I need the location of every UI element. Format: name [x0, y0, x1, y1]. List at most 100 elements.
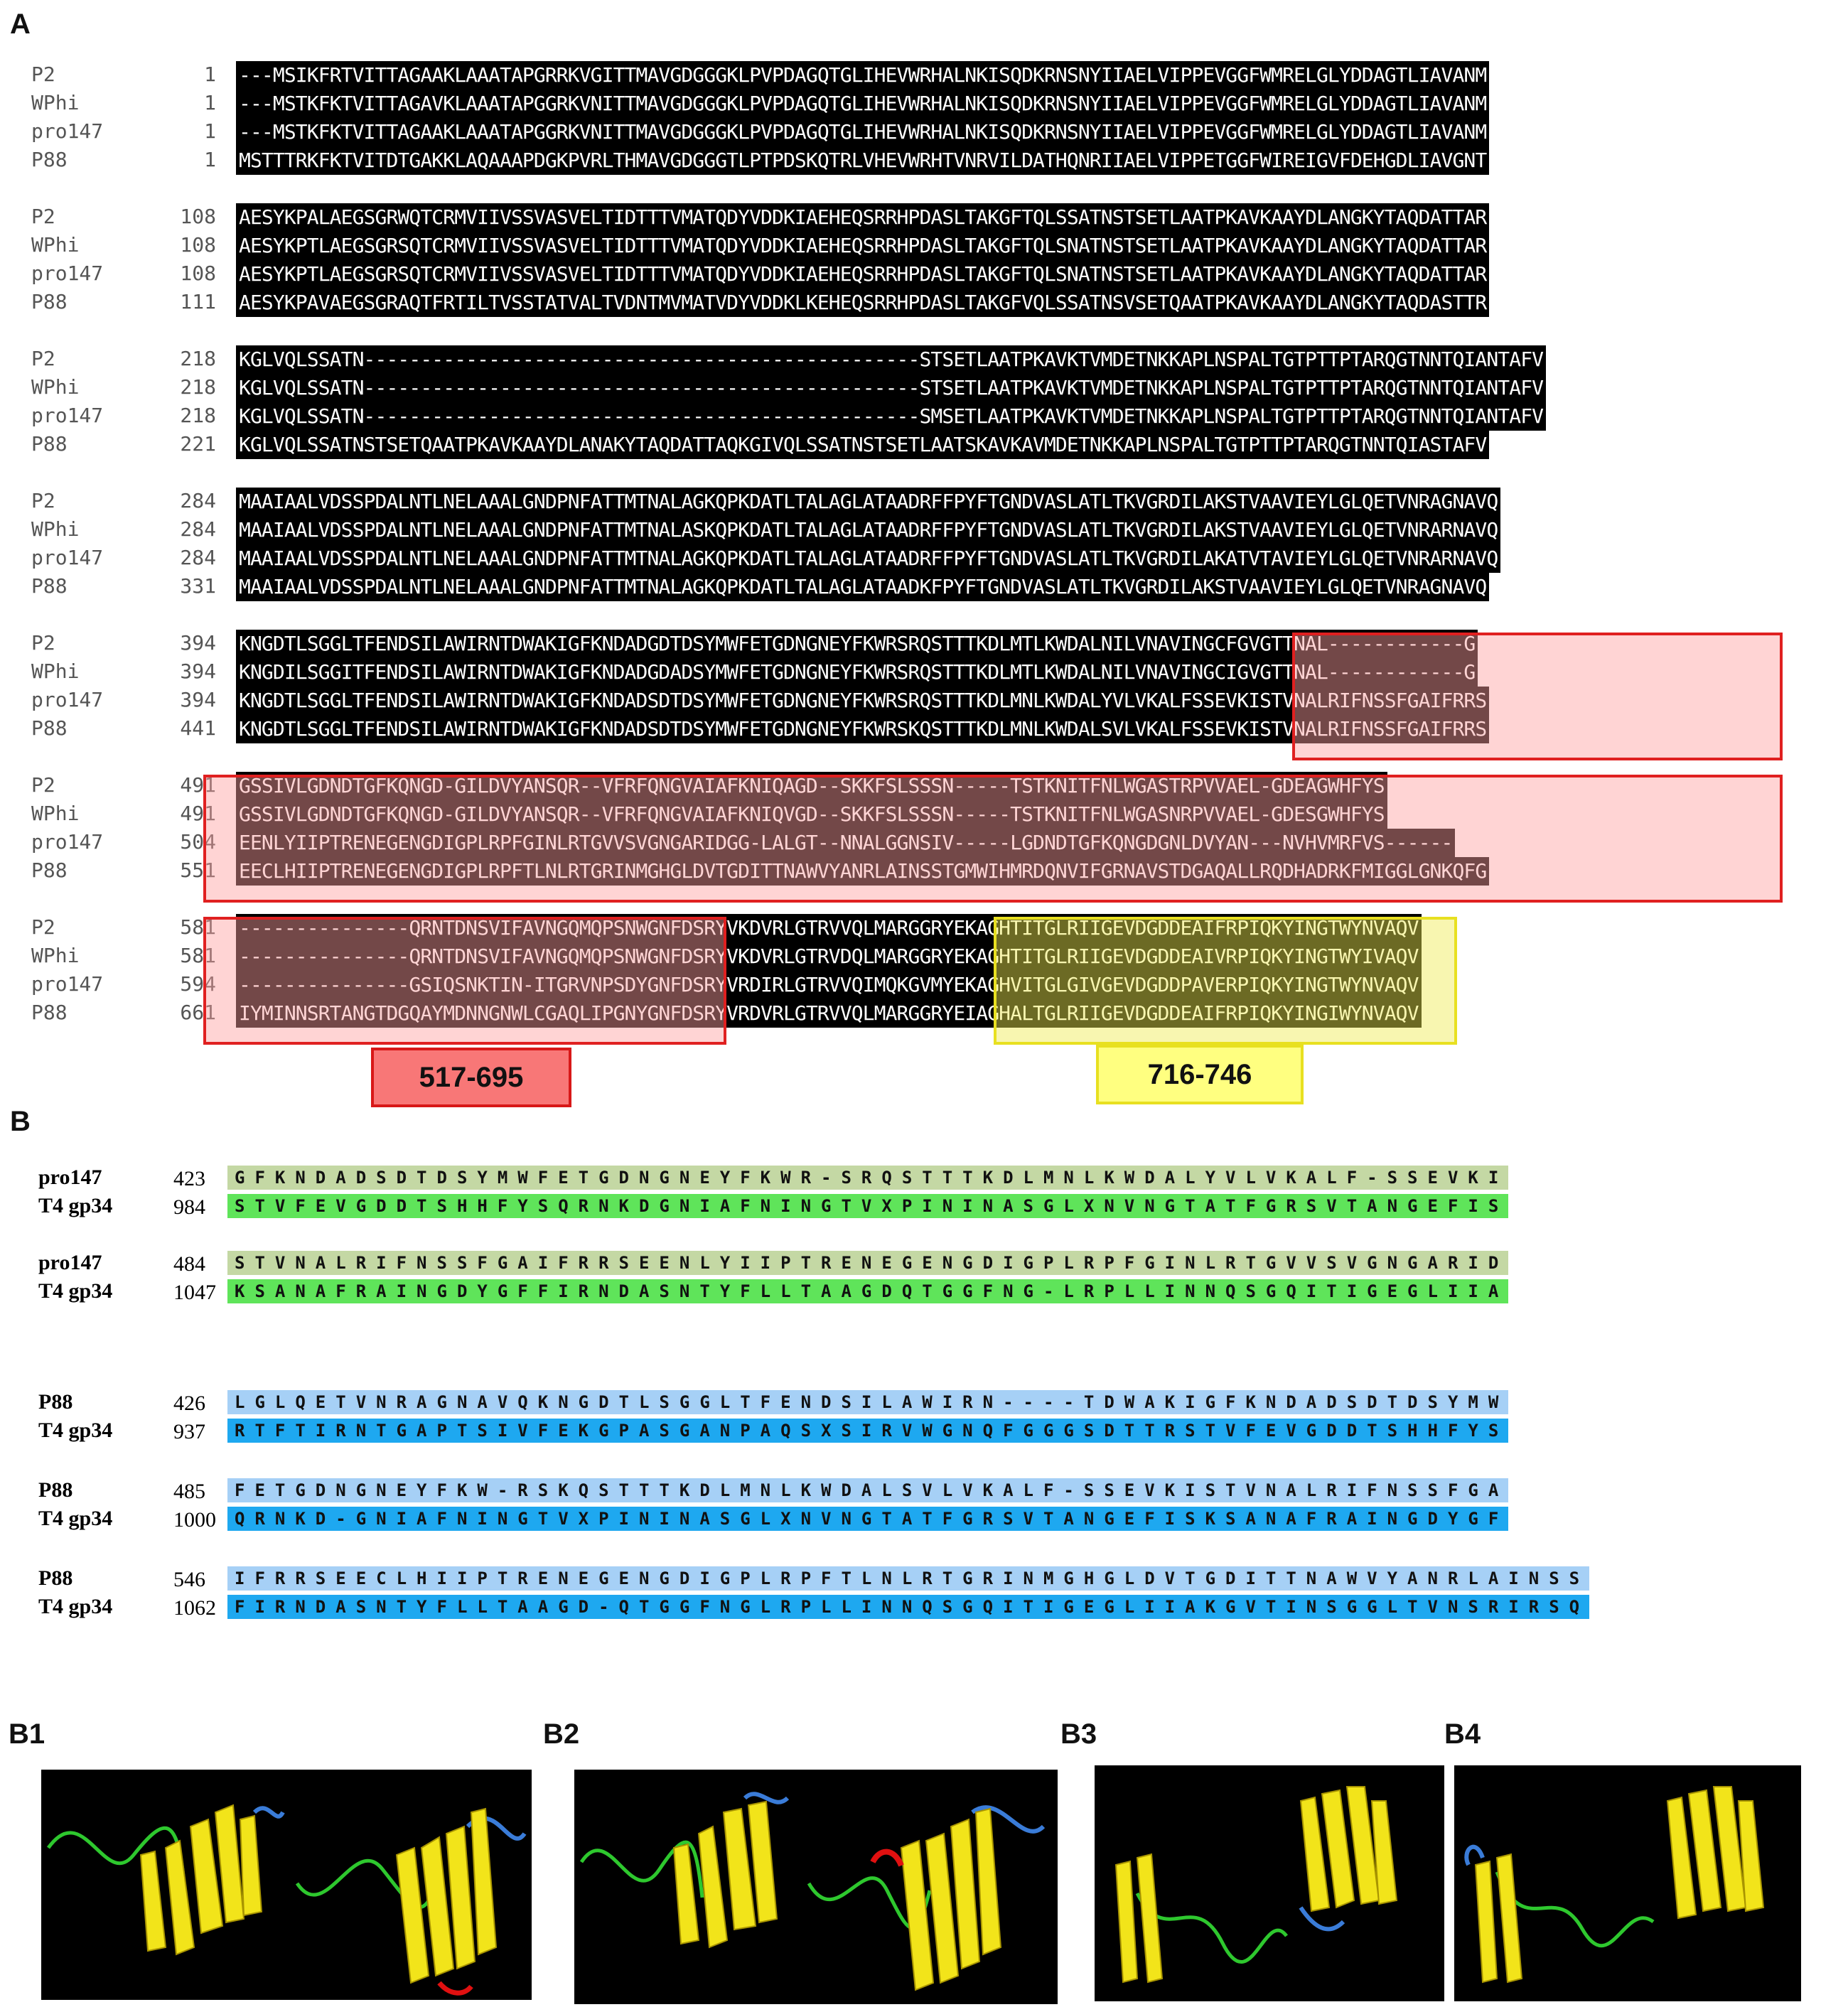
sequence-start: 1 — [204, 119, 216, 143]
sequence-name: P2 — [31, 205, 55, 228]
sequence-start: 504 — [180, 830, 216, 854]
alignment-row: WPhi 218 KGLVQLSSATN----------------------… — [31, 374, 1822, 402]
variable-region-box-1 — [1292, 633, 1783, 760]
sequence-name: WPhi — [31, 91, 80, 114]
sequence-residues: KNGDTLSGGLTFENDSILAWIRNTDWAKIGFKNDADSDTD… — [236, 715, 1490, 743]
sequence-residues: ---MSTKFKTVITTAGAAKLAAATAPGGRKVNITTMAVGD… — [236, 118, 1490, 146]
alignment-row: pro147 504 EENLYIIPTRENEGENGDIGPLRPFGINLRT… — [31, 829, 1822, 857]
sequence-name: P88 — [31, 432, 68, 456]
panel-label-b: B — [10, 1106, 31, 1137]
pairwise-sequence-start: 1000 — [173, 1508, 216, 1532]
pairwise-sequence-name: pro147 — [38, 1166, 102, 1189]
alignment-block: P2 394 KNGDTLSGGLTFENDSILAWIRNTDWAKIGFKNDA… — [31, 630, 1822, 743]
alignment-row: P88 221 KGLVQLSSATNSTSETQAATPKAVKAAYDLANAK… — [31, 431, 1822, 459]
pairwise-sequence-start: 1062 — [173, 1596, 216, 1620]
sequence-name: pro147 — [31, 404, 104, 427]
sequence-name: pro147 — [31, 972, 104, 996]
sequence-name: pro147 — [31, 688, 104, 711]
structure-image-b1 — [41, 1770, 532, 2000]
pairwise-sequence-start: 984 — [173, 1195, 205, 1219]
sequence-start: 394 — [180, 688, 216, 711]
sequence-start: 491 — [180, 802, 216, 825]
sequence-start: 441 — [180, 716, 216, 740]
sequence-name: P88 — [31, 148, 68, 171]
sequence-start: 218 — [180, 404, 216, 427]
sequence-name: P2 — [31, 773, 55, 797]
alignment-row: P88 551 EECLHIIPTRENEGENGDIGPLRPFTLNLRTGRI… — [31, 857, 1822, 886]
sequence-name: P2 — [31, 631, 55, 655]
alignment-row: P88 441 KNGDTLSGGLTFENDSILAWIRNTDWAKIGFKND… — [31, 715, 1822, 743]
sequence-residues: MAAIAALVDSSPDALNTLNELAAALGNDPNFATTMTNALA… — [236, 488, 1501, 516]
pairwise-sequence-name: T4 gp34 — [38, 1194, 113, 1217]
sequence-residues: KGLVQLSSATN-----------------------------… — [236, 402, 1547, 431]
alignment-row: P2 394 KNGDTLSGGLTFENDSILAWIRNTDWAKIGFKNDA… — [31, 630, 1822, 658]
pairwise-sequence-name: pro147 — [38, 1251, 102, 1274]
sequence-start: 108 — [180, 233, 216, 257]
sequence-start: 581 — [180, 944, 216, 967]
sequence-start: 394 — [180, 631, 216, 655]
sequence-residues: MSTTTRKFKTVITDTGAKKLAQAAAPDGKPVRLTHMAVGD… — [236, 146, 1490, 175]
alignment-row: P2 1 ---MSIKFRTVITTAGAAKLAAATAPGRRKVGITTMA… — [31, 61, 1822, 90]
sequence-name: pro147 — [31, 262, 104, 285]
pairwise-sequence-start: 426 — [173, 1392, 205, 1415]
sequence-start: 221 — [180, 432, 216, 456]
region-tag-716-746: 716-746 — [1096, 1045, 1304, 1104]
alignment-row: P2 108 AESYKPALAEGSGRWQTCRMVIIVSSVASVELTID… — [31, 203, 1822, 232]
alignment-row: pro147 218 KGLVQLSSATN--------------------… — [31, 402, 1822, 431]
panel-label-b1: B1 — [9, 1718, 45, 1750]
structure-image-b4 — [1454, 1765, 1801, 2001]
sequence-name: P2 — [31, 63, 55, 86]
ribbon-model-b1 — [46, 1804, 527, 1996]
sequence-name: P88 — [31, 859, 68, 882]
sequence-start: 1 — [204, 63, 216, 86]
sequence-name: pro147 — [31, 830, 104, 854]
sequence-start: 394 — [180, 660, 216, 683]
sequence-name: P88 — [31, 574, 68, 598]
sequence-residues: ---MSIKFRTVITTAGAAKLAAATAPGRRKVGITTMAVGD… — [236, 61, 1490, 90]
region-tag-517-695: 517-695 — [371, 1048, 571, 1107]
sequence-start: 284 — [180, 517, 216, 541]
alignment-row: WPhi 108 AESYKPTLAEGSGRSQTCRMVIIVSSVASVELT… — [31, 232, 1822, 260]
sequence-start: 111 — [180, 290, 216, 313]
pairwise-sequence-start: 484 — [173, 1252, 205, 1276]
pairwise-sequence-residues: FETGDNGNEYFKW-RSKQSTTTKDLMNLKWDALSVLVKAL… — [227, 1478, 1509, 1502]
alignment-block: P2 108 AESYKPALAEGSGRWQTCRMVIIVSSVASVELTID… — [31, 203, 1822, 317]
pairwise-sequence-name: P88 — [38, 1566, 73, 1590]
sequence-name: WPhi — [31, 944, 80, 967]
sequence-residues: AESYKPTLAEGSGRSQTCRMVIIVSSVASVELTIDTTTVM… — [236, 232, 1490, 260]
structure-image-b2 — [574, 1770, 1058, 2004]
alignment-row: WPhi 394 KNGDILSGGITFENDSILAWIRNTDWAKIGFKN… — [31, 658, 1822, 687]
alignment-block: P2 1 ---MSIKFRTVITTAGAAKLAAATAPGRRKVGITTMA… — [31, 61, 1822, 175]
pairwise-sequence-start: 1047 — [173, 1281, 216, 1304]
ribbon-model-b4 — [1464, 1786, 1765, 1984]
sequence-name: WPhi — [31, 802, 80, 825]
panel-label-b4: B4 — [1444, 1718, 1481, 1750]
sequence-residues: AESYKPAVAEGSGRAQTFRTILTVSSTATVALTVDNTMVM… — [236, 289, 1490, 317]
sequence-name: pro147 — [31, 119, 104, 143]
sequence-start: 661 — [180, 1001, 216, 1024]
sequence-start: 594 — [180, 972, 216, 996]
sequence-name: WPhi — [31, 517, 80, 541]
alignment-row: pro147 1 ---MSTKFKTVITTAGAAKLAAATAPGGRKVNI… — [31, 118, 1822, 146]
alignment-row: pro147 394 KNGDTLSGGLTFENDSILAWIRNTDWAKIGF… — [31, 687, 1822, 715]
sequence-residues: ---MSTKFKTVITTAGAVKLAAATAPGGRKVNITTMAVGD… — [236, 90, 1490, 118]
variable-region-box-2 — [203, 775, 1783, 903]
alignment-row: WPhi 284 MAAIAALVDSSPDALNTLNELAAALGNDPNFAT… — [31, 516, 1822, 544]
pairwise-sequence-residues: STVFEVGDDTSHHFYSQRNKDGNIAFNINGTVXPININAS… — [227, 1194, 1509, 1218]
sequence-residues: KGLVQLSSATN-----------------------------… — [236, 345, 1547, 374]
sequence-residues: ---------------QRNTDNSVIFAVNGQMQPSNWGNFD… — [236, 942, 1422, 971]
conserved-motif-box — [994, 917, 1457, 1045]
sequence-residues: KNGDTLSGGLTFENDSILAWIRNTDWAKIGFKNDADSDTD… — [236, 687, 1490, 715]
sequence-start: 331 — [180, 574, 216, 598]
alignment-row: WPhi 491 GSSIVLGDNDTGFKQNGD-GILDVYANSQR--V… — [31, 800, 1822, 829]
sequence-name: WPhi — [31, 375, 80, 399]
structure-image-b3 — [1095, 1765, 1444, 2001]
pairwise-sequence-name: P88 — [38, 1390, 73, 1414]
sequence-residues: IYMINNSRTANGTDGQAYMDNNGNWLCGAQLIPGNYGNFD… — [236, 999, 1422, 1028]
sequence-residues: MAAIAALVDSSPDALNTLNELAAALGNDPNFATTMTNALA… — [236, 544, 1501, 573]
sequence-name: P88 — [31, 716, 68, 740]
pairwise-sequence-residues: IFRRSEECLHIIPTRENEGENGDIGPLRPFTLNLRTGRIN… — [227, 1566, 1590, 1591]
pairwise-sequence-residues: LGLQETVNRAGNAVQKNGDTLSGGLTFENDSILAWIRN--… — [227, 1390, 1509, 1414]
ribbon-model-b3 — [1114, 1786, 1398, 1984]
sequence-name: P2 — [31, 489, 55, 512]
